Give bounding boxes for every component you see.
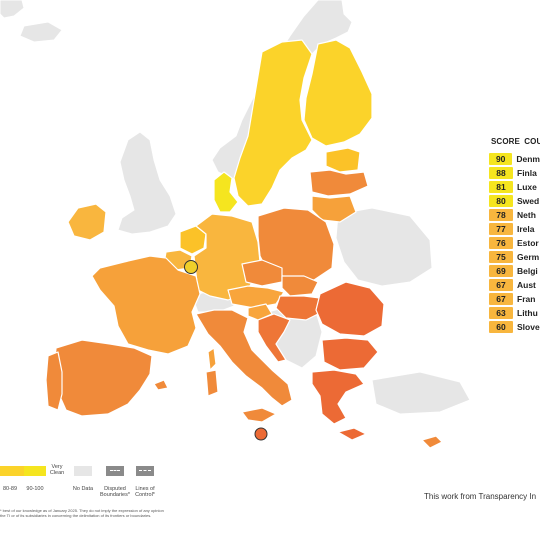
- country-header: COUNT: [524, 137, 540, 146]
- country-name: Estor: [517, 238, 539, 248]
- country-greece: [311, 369, 365, 425]
- lines-of-control-label: Lines of Control*: [135, 486, 155, 498]
- score-value: 80: [489, 195, 513, 207]
- country-france: [91, 255, 201, 355]
- score-value: 90: [489, 153, 513, 165]
- score-header: SCORE: [491, 137, 520, 146]
- country-finland: [303, 39, 373, 147]
- country-poland: [257, 207, 335, 281]
- ranking-row: 76 Estor: [489, 236, 540, 250]
- malta-marker: [254, 427, 268, 441]
- country-name: Fran: [517, 294, 536, 304]
- country-estonia: [325, 147, 361, 173]
- country-name: Aust: [517, 280, 536, 290]
- table-header: SCORE COUNT: [491, 137, 540, 146]
- ranking-row: 90 Denm: [489, 152, 540, 166]
- ranking-row: 69 Belgi: [489, 264, 540, 278]
- ranking-row: 78 Neth: [489, 208, 540, 222]
- country-name: Neth: [517, 210, 536, 220]
- greenland-land: [0, 0, 25, 19]
- score-value: 60: [489, 321, 513, 333]
- legend-swatch-disputed: [106, 466, 124, 476]
- country-denmark: [213, 171, 239, 213]
- score-value: 75: [489, 251, 513, 263]
- country-cyprus: [421, 435, 443, 449]
- country-latvia: [309, 169, 369, 197]
- legend-swatch-no-data: [74, 466, 92, 476]
- score-value: 63: [489, 307, 513, 319]
- country-name: Belgi: [517, 266, 538, 276]
- very-clean-label: Very Clean: [49, 464, 65, 476]
- country-name: Slove: [517, 322, 540, 332]
- country-bulgaria: [321, 337, 379, 371]
- country-name: Swed: [517, 196, 540, 206]
- legend-swatch-lines-of-control: [136, 466, 154, 476]
- score-value: 78: [489, 209, 513, 221]
- country-name: Germ: [517, 252, 540, 262]
- country-portugal: [45, 351, 63, 411]
- country-ireland: [67, 203, 107, 241]
- ranking-row: 75 Germ: [489, 250, 540, 264]
- score-value: 67: [489, 279, 513, 291]
- country-balearics: [153, 379, 169, 391]
- country-hungary: [275, 295, 323, 321]
- range-90-100-label: 90-100: [26, 486, 44, 492]
- country-austria: [227, 285, 285, 309]
- country-corsica: [207, 347, 217, 371]
- country-name: Denm: [516, 154, 540, 164]
- ranking-row: 67 Aust: [489, 278, 540, 292]
- country-name: Finla: [517, 168, 537, 178]
- ranking-row: 77 Irela: [489, 222, 540, 236]
- belarus-ukraine-land: [335, 207, 433, 287]
- country-croatia: [257, 313, 291, 363]
- disputed-label: Disputed Boundaries*: [100, 486, 130, 498]
- uk-land: [117, 131, 177, 235]
- legend-swatch-80-89: [0, 466, 24, 476]
- score-value: 69: [489, 265, 513, 277]
- score-value: 88: [489, 167, 513, 179]
- ranking-row: 80 Swed: [489, 194, 540, 208]
- map-disclaimer: * best of our knowledge as of January 20…: [0, 508, 164, 518]
- credit-text: This work from Transparency In: [424, 492, 537, 501]
- ranking-list: 90 Denm 88 Finla 81 Luxe 80 Swed 78 Neth 77 Irela 76…: [489, 152, 540, 334]
- country-name: Lithu: [517, 308, 538, 318]
- range-80-89-label: 80-89: [2, 486, 18, 492]
- ranking-row: 63 Lithu: [489, 306, 540, 320]
- iceland-land: [19, 21, 63, 43]
- country-italy: [195, 309, 293, 407]
- country-spain: [53, 339, 153, 417]
- country-sweden: [233, 39, 313, 207]
- country-crete: [337, 427, 367, 441]
- score-value: 67: [489, 293, 513, 305]
- score-value: 81: [489, 181, 513, 193]
- score-value: 77: [489, 223, 513, 235]
- country-name: Luxe: [517, 182, 537, 192]
- legend-swatch-90-100: [24, 466, 46, 476]
- country-sardinia: [205, 369, 219, 397]
- country-lithuania: [311, 195, 357, 223]
- country-slovakia: [281, 275, 319, 297]
- country-romania: [315, 281, 385, 337]
- ranking-row: 88 Finla: [489, 166, 540, 180]
- no-data-label: No Data: [72, 486, 94, 492]
- ranking-row: 60 Slove: [489, 320, 540, 334]
- score-value: 76: [489, 237, 513, 249]
- country-name: Irela: [517, 224, 535, 234]
- ranking-row: 81 Luxe: [489, 180, 540, 194]
- turkey-land: [371, 371, 471, 415]
- ranking-row: 67 Fran: [489, 292, 540, 306]
- country-sicily: [241, 407, 277, 423]
- luxembourg-marker: [184, 260, 198, 274]
